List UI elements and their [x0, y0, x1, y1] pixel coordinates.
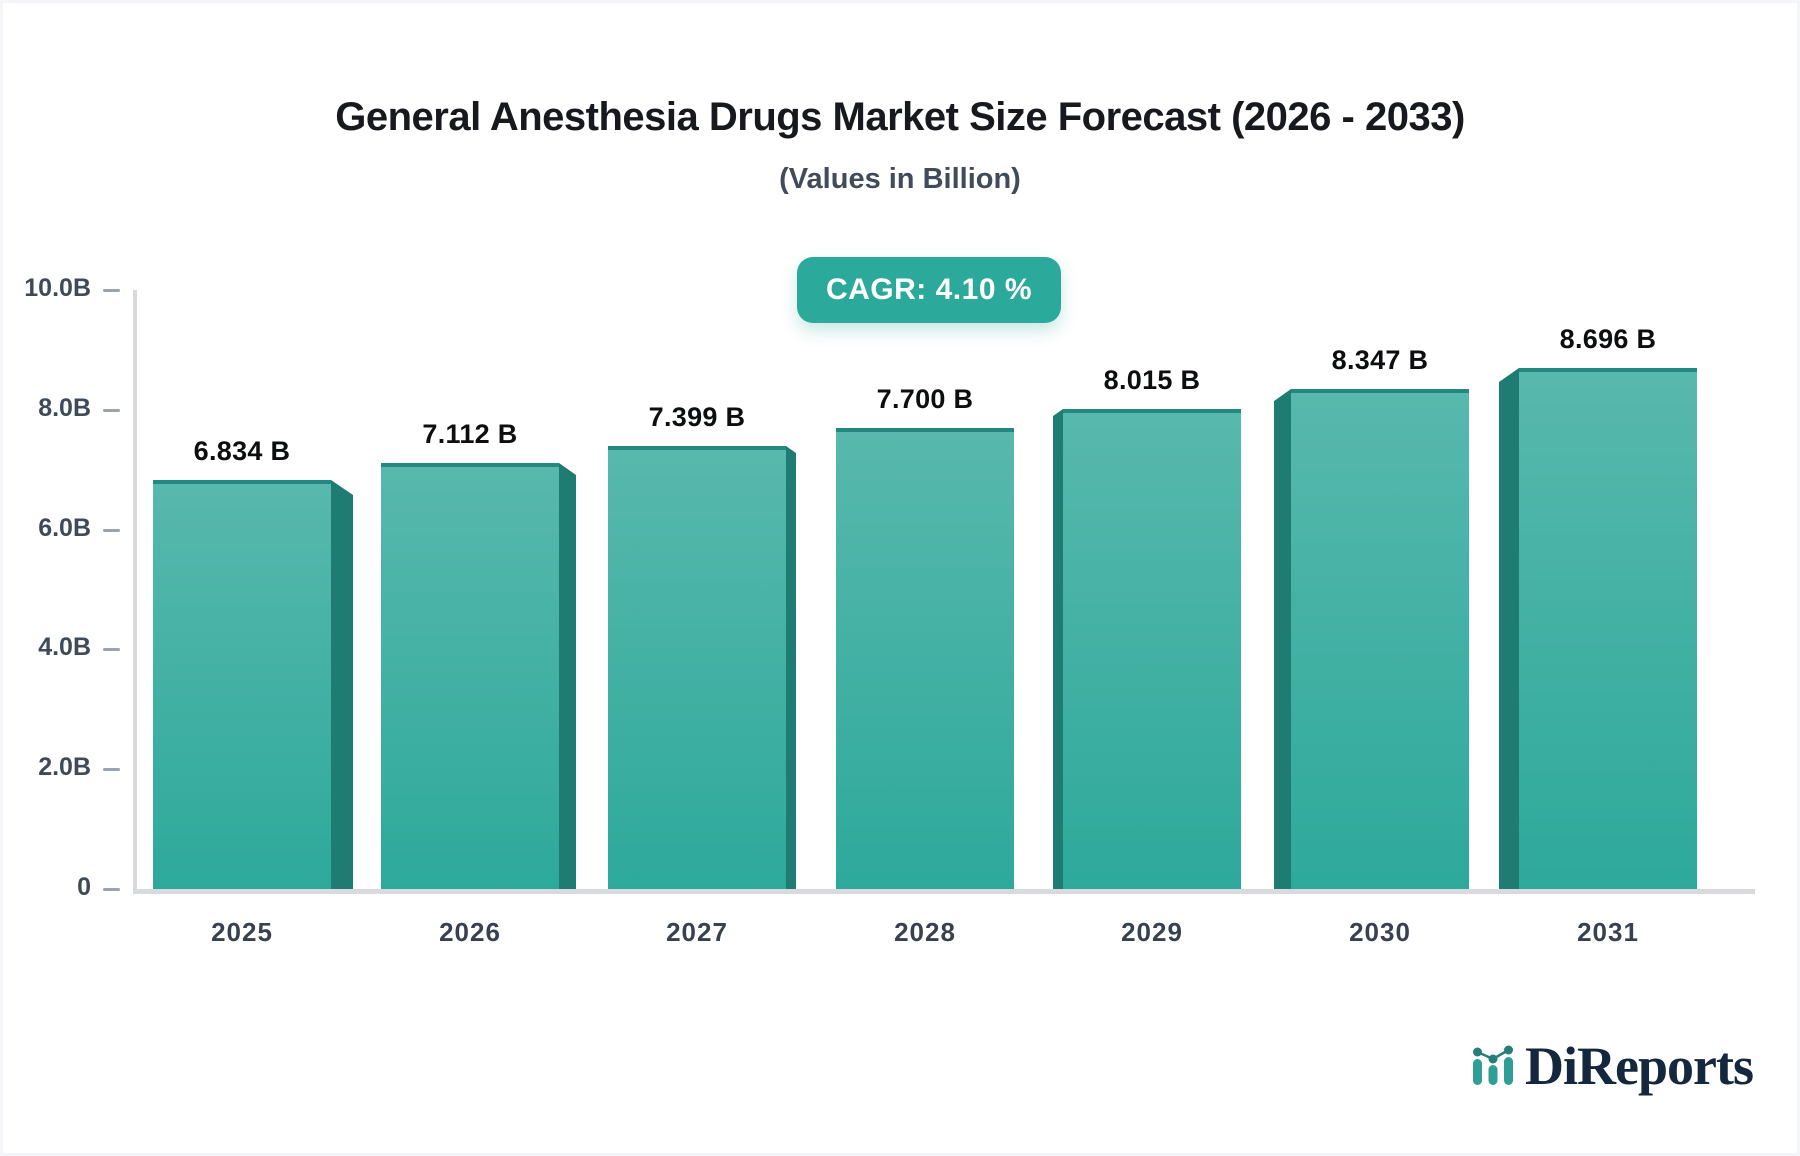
bar-value-label: 6.834 B: [193, 436, 291, 466]
x-axis-tick-label: 2029: [1121, 917, 1183, 947]
bar-value-label: 8.696 B: [1559, 324, 1657, 354]
y-axis-tick-label: 4.0B: [38, 633, 91, 661]
chart-subtitle: (Values in Billion): [779, 163, 1021, 195]
bar-2030[interactable]: [1291, 389, 1469, 889]
y-axis-line: [133, 290, 137, 894]
bar-2027[interactable]: [608, 446, 786, 889]
bar-2025[interactable]: [153, 480, 331, 889]
y-axis-tick-label: 8.0B: [38, 394, 91, 422]
bar-value-label: 7.112 B: [422, 419, 518, 449]
x-axis-tick-label: 2026: [439, 917, 501, 947]
plot-area: 10.0B 8.0B 6.0B 4.0B 2.0B 0 6.834 B 2025 7.112 B…: [3, 3, 1797, 1153]
bar-3d-side: [1499, 368, 1519, 889]
x-axis-tick-label: 2031: [1577, 917, 1639, 947]
y-axis-tick-mark: [103, 768, 120, 771]
brand-logo: DiReports: [1471, 1036, 1754, 1096]
bar-2029[interactable]: [1063, 409, 1241, 889]
bar-3d-side: [559, 463, 576, 889]
bar-2031[interactable]: [1519, 368, 1697, 889]
bar-3d-side: [1053, 409, 1063, 889]
y-axis-tick-label: 10.0B: [24, 274, 91, 302]
y-axis-tick-label: 0: [77, 873, 91, 901]
x-axis-tick-label: 2027: [666, 917, 728, 947]
logo-chart-icon: [1473, 1045, 1514, 1085]
bar-value-label: 8.347 B: [1331, 345, 1429, 375]
cagr-badge: CAGR: 4.10 %: [797, 257, 1061, 323]
bar-2028[interactable]: [836, 428, 1014, 889]
y-axis-tick-label: 2.0B: [38, 753, 91, 781]
bar-value-label: 7.700 B: [876, 384, 974, 414]
bar-3d-side: [331, 480, 353, 889]
y-axis-tick-mark: [103, 289, 120, 292]
bar-value-label: 8.015 B: [1103, 365, 1201, 395]
x-axis-tick-label: 2028: [894, 917, 956, 947]
bar-2026[interactable]: [381, 463, 559, 889]
x-axis-line: [133, 889, 1755, 894]
y-axis-tick-mark: [103, 409, 120, 412]
y-axis-tick-mark: [103, 529, 120, 532]
bar-3d-side: [786, 446, 796, 889]
bar-value-label: 7.399 B: [648, 402, 746, 432]
y-axis-tick-label: 6.0B: [38, 514, 91, 542]
y-axis-tick-mark: [103, 648, 120, 651]
x-axis-tick-label: 2025: [211, 917, 273, 947]
y-axis-tick-mark: [103, 888, 120, 891]
bar-3d-side: [1274, 389, 1291, 889]
chart-title: General Anesthesia Drugs Market Size For…: [335, 95, 1465, 139]
logo-text: DiReports: [1525, 1036, 1754, 1096]
x-axis-tick-label: 2030: [1349, 917, 1411, 947]
